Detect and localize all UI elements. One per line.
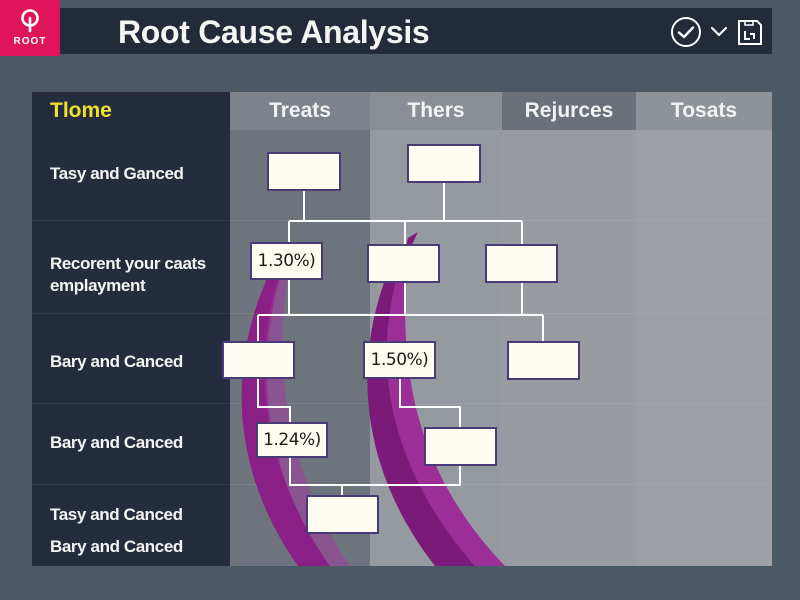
row-label: Bary and Canced [50, 433, 183, 452]
column-header-tlome[interactable]: Tlome [50, 99, 112, 122]
logo-text: ROOT [13, 36, 47, 47]
column-header-tosats[interactable]: Tosats [636, 92, 772, 130]
diagram-node[interactable] [424, 427, 497, 466]
row-label: Recorent your caats emplayment [50, 254, 206, 295]
column-header-thers[interactable]: Thers [370, 92, 502, 130]
page-title: Root Cause Analysis [118, 14, 430, 50]
row-label: Tasy and Ganced [50, 164, 184, 183]
diagram-node[interactable] [485, 244, 558, 283]
root-logo-icon [21, 9, 39, 33]
row-label-column [32, 92, 230, 566]
column-header-treats[interactable]: Treats [230, 92, 370, 130]
save-icon[interactable] [736, 17, 764, 47]
diagram-node[interactable] [222, 341, 295, 379]
diagram-node[interactable] [367, 244, 440, 283]
analysis-board: Tlome Treats Thers Rejurces Tosats Tasy … [32, 92, 772, 566]
check-circle-icon[interactable] [670, 16, 702, 48]
chevron-down-icon[interactable] [710, 26, 728, 38]
row-label: Bary and Canced [50, 352, 183, 371]
row-label: Bary and Canced [50, 537, 183, 556]
diagram-node[interactable] [267, 152, 341, 191]
column-header-rejurces[interactable]: Rejurces [502, 92, 636, 130]
diagram-node-percent[interactable]: 1.30%) [250, 242, 323, 280]
diagram-node-percent[interactable]: 1.24%) [256, 422, 328, 458]
root-logo[interactable]: ROOT [0, 0, 60, 56]
diagram-node[interactable] [507, 341, 580, 380]
diagram-node[interactable] [407, 144, 481, 183]
diagram-node-percent[interactable]: 1.50%) [363, 341, 436, 379]
row-label: Tasy and Canced [50, 505, 183, 524]
diagram-node[interactable] [306, 495, 379, 534]
title-bar: Root Cause Analysis [60, 8, 772, 54]
